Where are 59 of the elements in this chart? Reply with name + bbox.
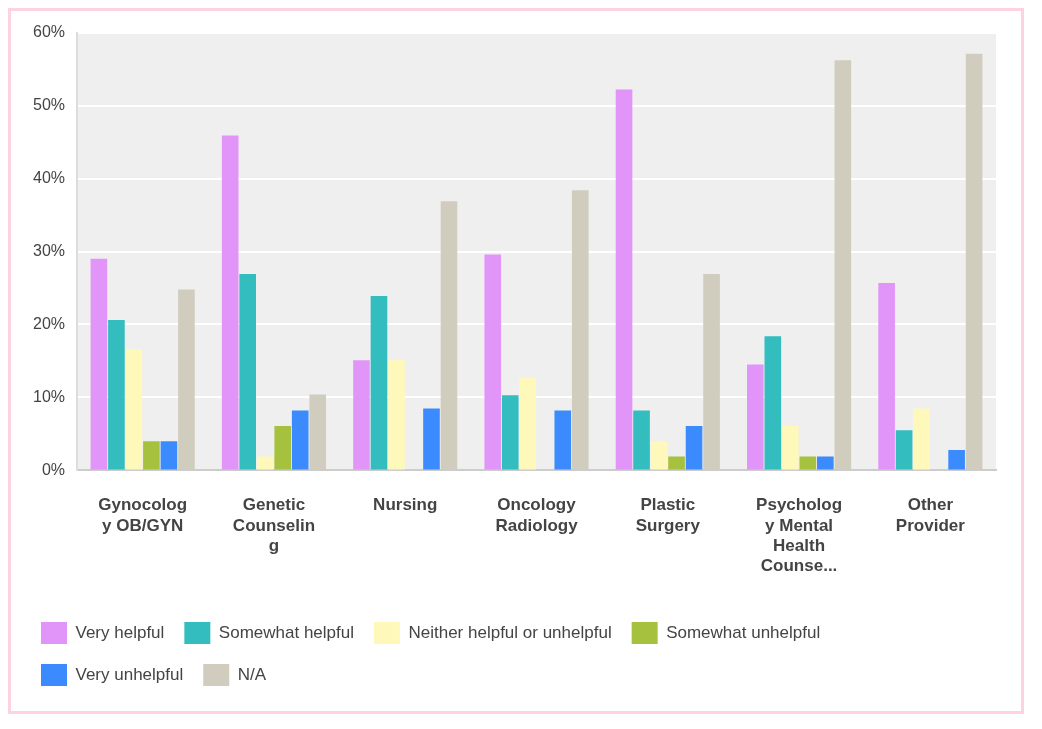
bar <box>965 53 983 470</box>
legend-label: Neither helpful or unhelpful <box>408 622 612 642</box>
x-tick-label: Plastic Surgery <box>635 495 701 535</box>
x-tick-label: Nursing <box>373 495 438 515</box>
legend-label: Somewhat helpful <box>218 622 354 642</box>
bar <box>484 254 502 470</box>
bar <box>799 456 817 470</box>
bar <box>239 274 257 470</box>
bar <box>178 289 195 470</box>
y-tick-label: 40% <box>32 168 66 186</box>
bar <box>703 274 720 470</box>
bar <box>440 201 458 470</box>
legend-label: Very unhelpful <box>75 664 184 684</box>
bar <box>834 60 852 470</box>
bar <box>291 410 309 470</box>
y-tick-label: 30% <box>32 241 66 259</box>
bar <box>143 441 160 470</box>
y-tick-label: 0% <box>41 460 66 478</box>
bar <box>668 456 685 470</box>
bar <box>221 135 239 470</box>
x-tick-label: Genetic Counselin g <box>232 495 316 556</box>
bar <box>895 430 913 470</box>
bar <box>747 364 764 470</box>
bar <box>423 408 440 470</box>
bar <box>108 320 125 470</box>
bar <box>633 410 650 470</box>
bar <box>554 410 572 470</box>
legend-label: Very helpful <box>75 622 165 642</box>
bar <box>817 456 834 470</box>
x-tick-label: Psycholog y Mental Health Counse... <box>756 495 843 576</box>
bar <box>90 258 108 470</box>
bar <box>125 349 143 470</box>
bar <box>571 190 589 470</box>
y-tick-label: 50% <box>32 95 66 113</box>
bar <box>388 360 405 470</box>
bar <box>519 377 537 470</box>
x-tick-label: Gynocolog y OB/GYN <box>98 495 188 535</box>
bar <box>782 425 799 470</box>
bar <box>764 336 782 470</box>
bar <box>650 441 668 470</box>
bar <box>274 425 292 470</box>
legend-label: Somewhat unhelpful <box>666 622 821 642</box>
bar <box>615 89 633 470</box>
x-tick-label: Other Provider <box>895 495 966 535</box>
bar <box>256 456 274 470</box>
bar <box>501 395 519 470</box>
bar <box>685 425 703 470</box>
legend-label: N/A <box>237 664 267 684</box>
bar <box>913 408 930 470</box>
x-tick-label: Oncology Radiology <box>495 495 579 535</box>
bar <box>160 441 178 470</box>
y-tick-label: 10% <box>32 387 66 405</box>
bar <box>370 296 388 470</box>
bar <box>353 360 370 470</box>
y-tick-label: 60% <box>32 23 66 41</box>
y-tick-label: 20% <box>32 314 66 332</box>
bar <box>309 394 327 470</box>
bar <box>878 282 895 470</box>
bar <box>948 449 965 470</box>
